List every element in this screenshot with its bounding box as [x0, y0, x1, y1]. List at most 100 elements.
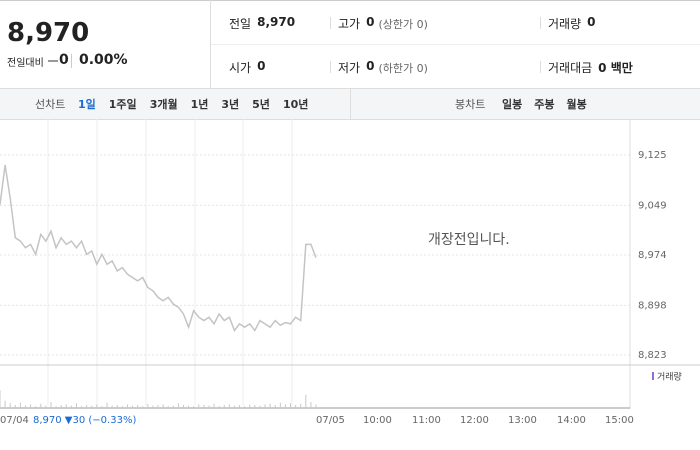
volume-bar: [244, 406, 246, 408]
flat-icon: [48, 60, 58, 62]
volume-bar: [111, 405, 113, 408]
volume-bar: [167, 406, 169, 408]
volume-bar: [259, 405, 261, 408]
x-tick-label: 14:00: [557, 415, 586, 426]
volume-bar: [91, 405, 93, 408]
volume-bar: [239, 405, 241, 408]
candle-tab[interactable]: 일봉: [502, 98, 523, 111]
volume-bar: [0, 390, 1, 408]
y-tick-label: 9,049: [638, 200, 667, 211]
stat-value: 0 백만: [598, 61, 633, 75]
volume-bar: [157, 405, 159, 408]
volume-bar: [75, 403, 77, 408]
volume-bar: [65, 404, 67, 408]
period-tab[interactable]: 3개월: [149, 98, 178, 111]
volume-bar: [172, 405, 174, 408]
candle-tab[interactable]: 주봉: [534, 98, 555, 111]
change-label: 전일대비: [7, 58, 44, 69]
volume-bar: [86, 405, 88, 408]
volume-bar: [96, 404, 98, 408]
volume-bar: [121, 406, 123, 408]
divider: [210, 0, 211, 88]
y-tick-label: 9,125: [638, 150, 667, 161]
volume-bar: [284, 404, 286, 408]
stat-label: 고가: [338, 17, 361, 31]
stat-value: 8,970: [257, 15, 296, 29]
volume-bar: [4, 400, 6, 408]
period-tab[interactable]: 3년: [221, 98, 240, 111]
stat-value: 0: [366, 15, 375, 29]
volume-bar: [290, 403, 292, 408]
volume-bar: [310, 402, 312, 408]
period-tab[interactable]: 1일: [78, 98, 96, 111]
volume-bar: [19, 402, 21, 408]
volume-bar: [208, 405, 210, 408]
x-tick-label: 11:00: [412, 415, 441, 426]
stat-note: (상한가 0): [378, 18, 428, 31]
divider: [71, 54, 72, 68]
x-tick-label: 13:00: [508, 415, 537, 426]
period-tab[interactable]: 1년: [190, 98, 209, 111]
line-chart-label: 선차트: [35, 98, 66, 111]
divider: [330, 17, 331, 29]
period-tab[interactable]: 1주일: [108, 98, 137, 111]
volume-bar: [14, 405, 16, 408]
candle-chart-label: 봉차트: [455, 98, 486, 111]
volume-bar: [142, 406, 144, 408]
stat-label: 시가: [229, 61, 252, 75]
volume-bar: [147, 403, 149, 408]
divider: [540, 17, 541, 29]
divider: [330, 61, 331, 73]
change: 0: [59, 52, 69, 68]
stat-value: 0: [587, 15, 596, 29]
period-tab[interactable]: 5년: [252, 98, 270, 111]
volume-bar: [279, 402, 281, 408]
x-tick-label: 07/05: [316, 415, 345, 426]
candle-tab[interactable]: 월봉: [566, 98, 587, 111]
stat-label: 전일: [229, 17, 252, 31]
volume-bar: [70, 405, 72, 408]
volume-bar: [45, 405, 47, 408]
chart: 9,125 9,049 8,974 8,898 8,823 개장전입니다. 거래량 07/04…: [0, 119, 700, 426]
volume-bar: [233, 405, 235, 408]
volume-bar: [188, 405, 190, 408]
volume-bar: [152, 405, 154, 408]
volume-bar: [55, 406, 57, 408]
volume-bar: [218, 406, 220, 408]
volume-bar: [126, 404, 128, 408]
volume-bar: [9, 403, 11, 408]
volume-bar: [269, 403, 271, 408]
x-tick-label: 07/04: [0, 415, 29, 426]
x-tick-label: 15:00: [605, 415, 634, 426]
volume-bar: [203, 405, 205, 408]
volume-bar: [137, 405, 139, 408]
volume-bar: [223, 405, 225, 408]
period-tab[interactable]: 10년: [282, 98, 309, 111]
stat-label: 거래대금: [548, 61, 593, 75]
volume-bar: [50, 402, 52, 408]
change-rate: 0.00%: [79, 52, 128, 68]
volume-bar: [106, 402, 108, 408]
stat-value: 0: [366, 59, 375, 73]
divider: [540, 61, 541, 73]
volume-bar: [24, 405, 26, 408]
volume-bar: [254, 405, 256, 408]
volume-bar: [60, 405, 62, 408]
top-border: [0, 0, 700, 1]
divider: [211, 44, 700, 45]
stat-value: 0: [257, 59, 266, 73]
stat-note: (하한가 0): [378, 62, 428, 75]
status: 개장전입니다.: [428, 232, 510, 248]
volume-bar: [274, 405, 276, 408]
volume-bar: [182, 405, 184, 408]
legend-swatch: [652, 372, 654, 380]
volume-bar: [249, 404, 251, 408]
volume-bar: [300, 403, 302, 408]
volume-bar: [264, 404, 266, 408]
volume-bar: [81, 406, 83, 408]
volume-bar: [193, 406, 195, 408]
volume-bar: [198, 404, 200, 408]
volume-bar: [228, 404, 230, 408]
volume-bar: [132, 405, 134, 408]
stat-label: 거래량: [548, 17, 582, 31]
